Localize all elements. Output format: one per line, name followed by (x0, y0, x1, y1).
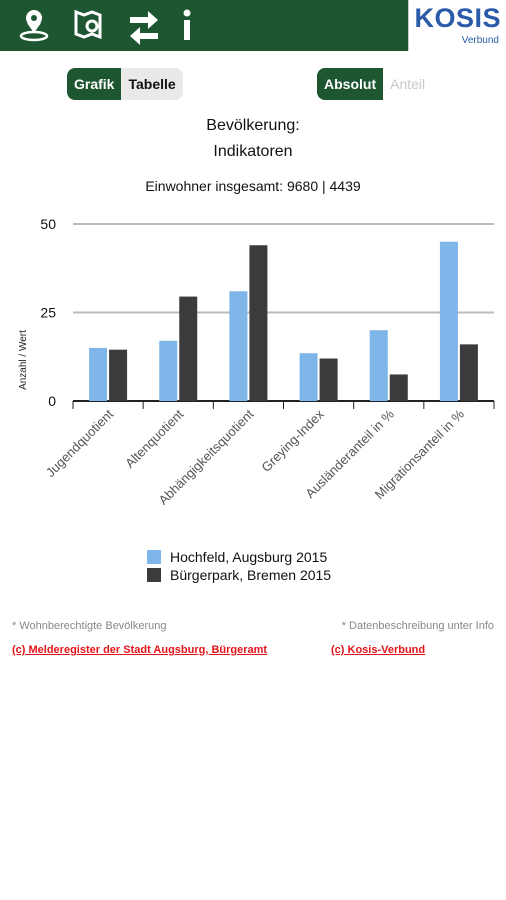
legend-swatch (147, 568, 161, 582)
legend-swatch (147, 550, 161, 564)
bar (389, 374, 408, 401)
logo-sub: Verbund (461, 35, 499, 46)
bar (459, 344, 478, 401)
header-bar: KOSIS Verbund (0, 0, 506, 51)
bar (249, 245, 268, 401)
logo: KOSIS Verbund (408, 0, 506, 51)
bar (319, 358, 338, 401)
bar (439, 241, 458, 401)
legend-label: Bürgerpark, Bremen 2015 (170, 567, 331, 583)
bar (109, 349, 128, 401)
bar (179, 296, 198, 401)
header-icons (19, 9, 191, 45)
y-tick-label: 25 (40, 305, 56, 321)
bar (299, 353, 318, 401)
map-icon[interactable] (74, 9, 102, 40)
footnote: * Wohnberechtigte Bevölkerung (12, 620, 167, 632)
source-link[interactable]: (c) Melderegister der Stadt Augsburg, Bü… (12, 644, 268, 656)
x-tick-label: Jugendquotient (43, 406, 117, 480)
x-tick-label: Greying-Index (258, 406, 327, 475)
y-axis-label: Anzahl / Wert (18, 330, 29, 390)
y-tick-label: 50 (40, 216, 56, 232)
bar (369, 330, 388, 401)
swap-icon[interactable] (130, 11, 158, 45)
chart-title: Bevölkerung: (206, 117, 299, 134)
source-link[interactable]: (c) Kosis-Verbund (331, 644, 426, 656)
bar (159, 340, 178, 401)
legend-label: Hochfeld, Augsburg 2015 (170, 549, 327, 565)
mode-toggle: Absolut Anteil (317, 68, 433, 100)
chart-subtitle: Indikatoren (213, 143, 292, 160)
view-toggle: Grafik Tabelle (67, 68, 183, 100)
bar (89, 347, 108, 401)
toggle-absolut[interactable]: Absolut (317, 68, 384, 100)
toggle-tabelle[interactable]: Tabelle (121, 68, 183, 100)
chart: Bevölkerung: Indikatoren Einwohner insge… (18, 117, 495, 583)
footnote: * Datenbeschreibung unter Info (341, 620, 494, 632)
logo-text: KOSIS (414, 3, 501, 33)
x-tick-label: Altenquotient (122, 406, 187, 471)
location-icon[interactable] (19, 10, 49, 42)
info-icon[interactable] (183, 9, 191, 41)
chart-note: Einwohner insgesamt: 9680 | 4439 (145, 178, 361, 194)
toggle-grafik[interactable]: Grafik (67, 68, 122, 100)
bar (229, 291, 248, 401)
y-tick-label: 0 (48, 393, 56, 409)
toggle-anteil[interactable]: Anteil (383, 68, 433, 100)
